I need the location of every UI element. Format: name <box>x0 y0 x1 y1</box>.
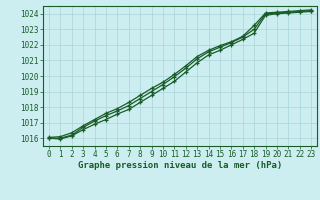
X-axis label: Graphe pression niveau de la mer (hPa): Graphe pression niveau de la mer (hPa) <box>78 161 282 170</box>
